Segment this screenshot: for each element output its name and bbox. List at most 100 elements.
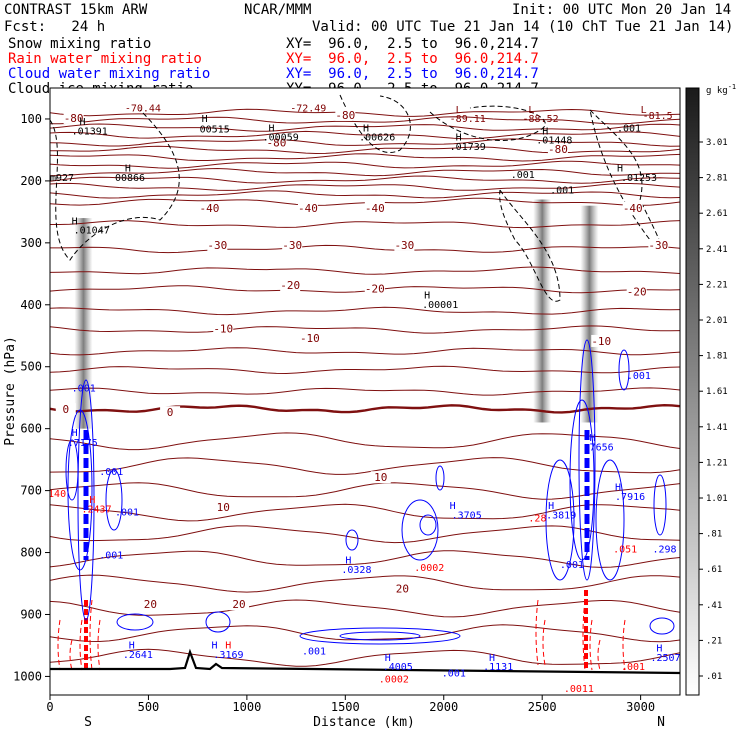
- temperature-contour-label: 10: [374, 471, 387, 484]
- extremum-label: .0002: [414, 563, 444, 574]
- extremum-label: .001: [621, 662, 645, 673]
- temperature-contour-label: -30: [394, 239, 414, 252]
- plot-frame: [49, 87, 681, 696]
- temperature-contour-label: -80: [64, 112, 84, 125]
- extremum-label: H: [125, 164, 131, 175]
- temperature-contour-label: 10: [217, 501, 230, 514]
- extremum-label: H: [615, 483, 621, 494]
- extremum-label: .28: [528, 514, 546, 525]
- temperature-contour-label: -30: [648, 239, 668, 252]
- init-time: Init: 00 UTC Mon 20 Jan 14: [512, 2, 732, 18]
- extremum-label: 00515: [200, 125, 230, 136]
- y-tick-label: 300: [20, 236, 42, 250]
- extremum-label: H: [202, 114, 208, 125]
- extremum-label: H: [656, 644, 662, 655]
- terrain-profile: [50, 648, 680, 675]
- extremum-label: -70.44: [125, 104, 161, 115]
- extremum-label: H: [424, 291, 430, 302]
- extremum-label: .0328: [341, 565, 371, 576]
- extremum-label: H: [363, 123, 369, 134]
- x-tick-label: 1500: [331, 700, 360, 714]
- plot-area: -80 -80 -80 -80 -40 -40 -40 -40 -30 -30 -30 -30 -20 -…: [50, 88, 680, 695]
- x-tick-label: 2000: [429, 700, 458, 714]
- extremum-label: .3819: [546, 510, 576, 521]
- colorbar-tick-label: 1.41: [706, 423, 728, 433]
- temperature-contour-label: -10: [591, 335, 611, 348]
- colorbar-tick-label: 1.21: [706, 458, 728, 468]
- extremum-label: .001: [99, 551, 123, 562]
- colorbar-tick-label: .61: [706, 565, 722, 575]
- extremum-label: -81.5: [643, 111, 673, 122]
- x-tick-label: 2500: [528, 700, 557, 714]
- extrema-annotations: -70.44 -72.49 L-89.11L-88.52L-81.5H.01391H…: [50, 104, 680, 695]
- extremum-label: .7656: [584, 442, 614, 453]
- distance-axis: 0 500 1000 1500 2000 2500 3000: [46, 695, 655, 714]
- legend-cloud-water-label: Cloud water mixing ratio: [8, 66, 211, 82]
- x-tick-label: 1000: [232, 700, 261, 714]
- y-tick-label: 600: [20, 422, 42, 436]
- x-tick-label: 0: [46, 700, 53, 714]
- extremum-label: L: [528, 105, 534, 116]
- extremum-label: H: [589, 433, 595, 444]
- y-tick-label: 900: [20, 607, 42, 621]
- legend-rain-xy: XY= 96.0, 2.5 to 96.0,214.7: [286, 51, 539, 67]
- colorbar-tick-label: .21: [706, 636, 722, 646]
- colorbar-tick-label: .01: [706, 672, 722, 682]
- y-tick-label: 800: [20, 546, 42, 560]
- extremum-label: L: [641, 105, 647, 116]
- extremum-label: H: [617, 164, 623, 175]
- x-tick-label: 500: [138, 700, 160, 714]
- temperature-contour-label: 0: [62, 403, 69, 416]
- extremum-label: H: [548, 501, 554, 512]
- extremum-label: .01739: [450, 142, 486, 153]
- temperature-contour-label: -30: [282, 239, 302, 252]
- extremum-label: -89.11: [450, 114, 486, 125]
- legend-rain-label: Rain water mixing ratio: [8, 51, 202, 67]
- colorbar-tick-label: 1.81: [706, 352, 728, 362]
- y-tick-label: 200: [20, 174, 42, 188]
- cloud-water-contours: [65, 339, 675, 645]
- extremum-label: m927: [50, 173, 74, 184]
- extremum-label: H: [385, 653, 391, 664]
- extremum-label: .00626: [359, 133, 395, 144]
- colorbar-tick-label: 1.61: [706, 387, 728, 397]
- colorbar: 3.01 2.81 2.61 2.41 2.21 2.01 1.81 1.61 1.41 1.21…: [685, 83, 736, 696]
- y-tick-label: 500: [20, 360, 42, 374]
- extremum-label: .2507: [650, 653, 680, 664]
- organization-label: NCAR/MMM: [244, 2, 312, 18]
- extremum-label: .0011: [564, 684, 594, 695]
- y-axis-label: Pressure (hPa): [3, 336, 18, 446]
- extremum-label: .001: [302, 647, 326, 658]
- extremum-label: .4005: [383, 662, 413, 673]
- temperature-contours: [50, 108, 680, 667]
- extremum-label: .001: [511, 170, 535, 181]
- temperature-contour-label: -30: [207, 239, 227, 252]
- temperature-contour-label: -40: [365, 202, 385, 215]
- extremum-label: .001: [442, 668, 466, 679]
- temperature-contour-label: -40: [298, 202, 318, 215]
- legend-snow-xy: XY= 96.0, 2.5 to 96.0,214.7: [286, 36, 539, 52]
- temperature-contour-label: 20: [232, 598, 245, 611]
- colorbar-tick-label: 2.61: [706, 209, 728, 219]
- colorbar-tick-label: 2.41: [706, 245, 728, 255]
- colorbar-tick-label: .81: [706, 530, 722, 540]
- temperature-contour-label: 0: [167, 406, 174, 419]
- x-tick-label: 3000: [626, 700, 655, 714]
- extremum-label: .7175: [68, 438, 98, 449]
- colorbar-tick-label: 2.81: [706, 174, 728, 184]
- extremum-label: .2437: [82, 504, 112, 515]
- model-name: CONTRAST 15km ARW: [4, 2, 148, 18]
- temperature-contour-label: -80: [548, 143, 568, 156]
- rain-water-contours: [57, 590, 626, 671]
- extremum-label: .001: [617, 123, 641, 134]
- extremum-label: .001: [627, 371, 651, 382]
- extremum-label: H: [489, 653, 495, 664]
- x-axis-label: Distance (km): [313, 715, 415, 730]
- y-tick-label: 700: [20, 484, 42, 498]
- extremum-label: H: [72, 216, 78, 227]
- extremum-label: .001: [560, 560, 584, 571]
- temperature-contour-labels: -80 -80 -80 -80 -40 -40 -40 -40 -30 -30 -30 -30 -20 -…: [55, 108, 669, 611]
- y-tick-label: 1000: [13, 669, 42, 683]
- valid-time: Valid: 00 UTC Tue 21 Jan 14 (10 ChT Tue …: [312, 19, 734, 35]
- extremum-label: .001: [115, 507, 139, 518]
